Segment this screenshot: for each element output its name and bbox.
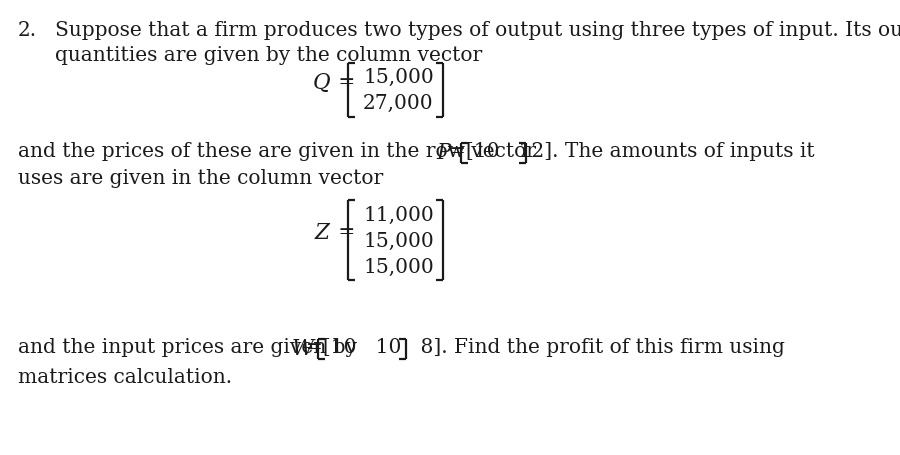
- Text: Z: Z: [315, 222, 330, 243]
- Text: Q: Q: [312, 72, 330, 94]
- Text: P: P: [436, 142, 451, 164]
- Text: Suppose that a firm produces two types of output using three types of input. Its: Suppose that a firm produces two types o…: [55, 21, 900, 40]
- Text: quantities are given by the column vector: quantities are given by the column vecto…: [55, 46, 482, 65]
- Text: =[10   10   8]. Find the profit of this firm using: =[10 10 8]. Find the profit of this firm…: [306, 337, 785, 356]
- Text: =: =: [332, 223, 356, 242]
- Text: and the input prices are given by: and the input prices are given by: [18, 337, 364, 356]
- Text: =[10   12]. The amounts of inputs it: =[10 12]. The amounts of inputs it: [448, 142, 814, 161]
- Text: and the prices of these are given in the row vector: and the prices of these are given in the…: [18, 142, 543, 161]
- Text: =: =: [332, 73, 356, 92]
- Text: 27,000: 27,000: [364, 93, 434, 112]
- Text: 15,000: 15,000: [363, 67, 434, 86]
- Text: 15,000: 15,000: [363, 257, 434, 276]
- Text: matrices calculation.: matrices calculation.: [18, 367, 232, 386]
- Text: 15,000: 15,000: [363, 231, 434, 250]
- Text: 11,000: 11,000: [363, 205, 434, 224]
- Text: uses are given in the column vector: uses are given in the column vector: [18, 169, 383, 187]
- Text: W: W: [292, 337, 314, 359]
- Text: 2.: 2.: [18, 21, 37, 40]
